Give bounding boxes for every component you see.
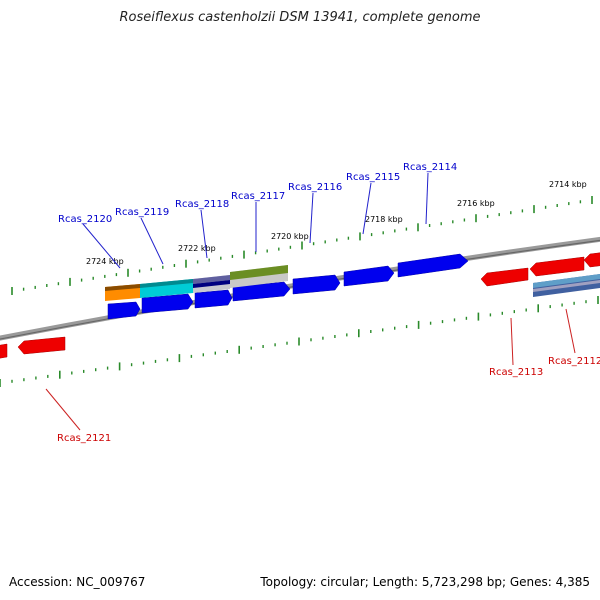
tick-track-lower: [0, 296, 599, 387]
gene-arrow[interactable]: [292, 274, 341, 295]
label-connectors: [45, 172, 576, 431]
gene-label[interactable]: Rcas_2117: [231, 191, 285, 202]
gene-arrow[interactable]: [343, 265, 395, 287]
position-label: 2714 kbp: [549, 180, 587, 189]
position-label: 2720 kbp: [271, 232, 309, 241]
gene-arrow[interactable]: [480, 267, 529, 287]
gene-label[interactable]: Rcas_2114: [403, 162, 457, 173]
gene-arrow[interactable]: [232, 281, 291, 302]
forward-strand-genes: [107, 253, 469, 320]
gene-label[interactable]: Rcas_2119: [115, 207, 169, 218]
tick-track-upper: [11, 196, 593, 295]
position-label: 2722 kbp: [178, 244, 216, 253]
gene-arrow[interactable]: [194, 289, 233, 309]
accession-text: Accession: NC_009767: [9, 575, 146, 589]
gene-label[interactable]: Rcas_2115: [346, 172, 400, 183]
position-label: 2716 kbp: [457, 199, 495, 208]
position-labels: 2724 kbp 2722 kbp 2720 kbp 2718 kbp 2716 kbp…: [86, 180, 587, 266]
reverse-strand-genes: [0, 252, 600, 359]
feature-strip: [105, 265, 288, 301]
position-label: 2718 kbp: [365, 215, 403, 224]
gene-arrow[interactable]: [397, 253, 469, 278]
gene-arrow[interactable]: [17, 336, 66, 355]
gene-label[interactable]: Rcas_2116: [288, 182, 342, 193]
gene-arrow[interactable]: [141, 293, 194, 314]
gene-label[interactable]: Rcas_2121: [57, 433, 111, 444]
gene-label[interactable]: Rcas_2118: [175, 199, 229, 210]
gene-label[interactable]: Rcas_2113: [489, 367, 543, 378]
gene-label[interactable]: Rcas_2120: [58, 214, 112, 225]
forward-gene-labels: Rcas_2120 Rcas_2119 Rcas_2118 Rcas_2117 …: [58, 162, 457, 225]
genome-summary-text: Topology: circular; Length: 5,723,298 bp…: [260, 575, 590, 589]
gene-arrow[interactable]: [583, 252, 600, 268]
genome-title: Roseiflexus castenholzii DSM 13941, comp…: [119, 10, 481, 25]
gene-label[interactable]: Rcas_2112: [548, 356, 600, 367]
reverse-gene-labels: Rcas_2121 Rcas_2113 Rcas_2112: [57, 356, 600, 444]
position-label: 2724 kbp: [86, 257, 124, 266]
gene-arrow[interactable]: [107, 301, 141, 320]
gene-arrow[interactable]: [529, 256, 585, 277]
gene-arrow[interactable]: [0, 343, 8, 359]
